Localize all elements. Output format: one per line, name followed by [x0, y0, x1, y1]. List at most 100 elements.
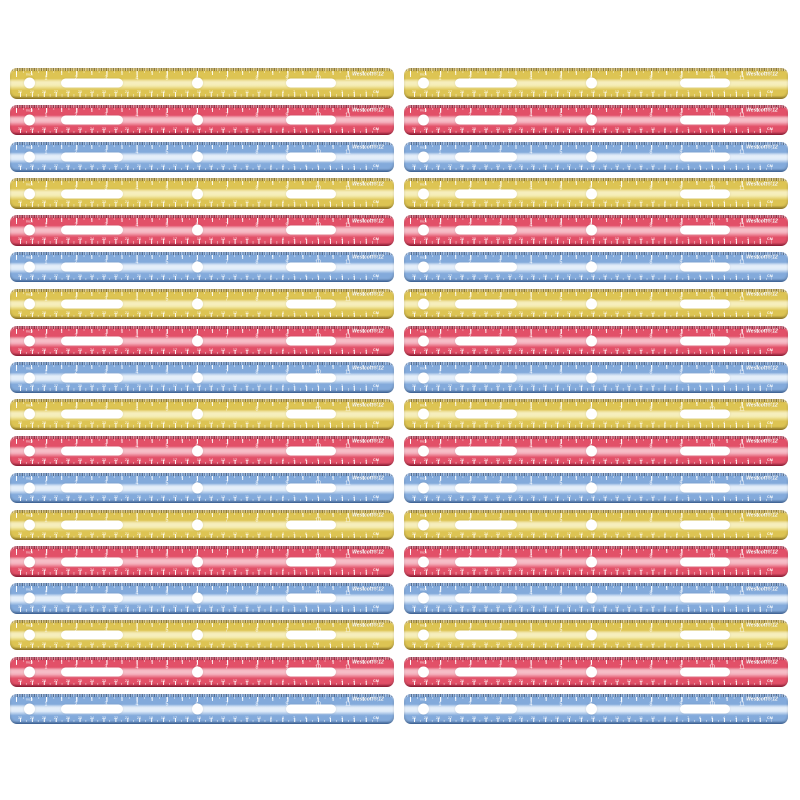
inch-unit-label: inch [420, 513, 427, 518]
inch-number: 1 [438, 75, 442, 82]
inch-number: 11 [345, 296, 351, 302]
inch-unit-label: inch [26, 697, 33, 702]
cm-unit-label: CM [373, 274, 379, 278]
left-binder-slot [455, 152, 517, 162]
inch-number: 7 [619, 75, 623, 82]
inch-number: 8 [255, 333, 259, 339]
left-hanging-hole [23, 519, 35, 531]
inch-number: 8 [255, 75, 259, 82]
left-hanging-hole [23, 151, 35, 163]
center-hanging-hole [586, 592, 597, 604]
inch-number: 1 [44, 112, 48, 118]
serrated-top-edge [404, 362, 788, 366]
left-hanging-hole [417, 188, 429, 200]
inch-number: 1 [44, 149, 48, 155]
inch-number: 7 [225, 222, 229, 229]
inch-number: 8 [255, 664, 259, 670]
cm-unit-label: CM [767, 716, 773, 720]
left-binder-slot [455, 262, 517, 272]
left-binder-slot [455, 667, 517, 677]
serrated-top-edge [404, 141, 788, 145]
inch-unit-label: inch [26, 292, 33, 298]
serrated-top-edge [10, 288, 394, 292]
inch-number: 1 [44, 480, 48, 486]
right-binder-slot [680, 189, 730, 199]
center-hanging-hole [192, 482, 203, 494]
ruler-red: 1234567891011 inch Westcott® 12 30292827… [10, 435, 394, 467]
cm-unit-label: CM [767, 164, 773, 168]
inch-number: 11 [739, 664, 745, 670]
inch-unit-label: inch [26, 513, 33, 518]
inch-number: 11 [345, 553, 351, 560]
inch-tick-marks [16, 586, 378, 592]
inch-number: 5 [559, 590, 563, 597]
inch-number: 5 [165, 406, 169, 413]
inch-number: 4 [529, 75, 533, 82]
ruler-blue: 1234567891011 inch Westcott® 12 30292827… [404, 362, 788, 393]
serrated-top-edge [404, 104, 788, 108]
cm-unit-label: CM [767, 274, 773, 278]
center-hanging-hole [192, 629, 203, 641]
center-hanging-hole [192, 114, 203, 126]
cm-tick-marks [414, 717, 772, 723]
left-hanging-hole [417, 519, 429, 531]
inch-tick-marks [410, 328, 772, 335]
inch-number: 4 [529, 443, 533, 450]
inch-number: 8 [255, 112, 259, 118]
inch-number: 7 [619, 517, 623, 523]
cm-unit-label: CM [767, 348, 773, 352]
ruler-blue: 1234567891011 inch Westcott® 12 30292827… [10, 362, 394, 393]
inch-unit-label: inch [420, 256, 427, 261]
inch-number: 7 [619, 185, 623, 192]
brand-text: Westcott® 12 [746, 696, 778, 703]
inch-number: 4 [135, 296, 139, 302]
serrated-top-edge [404, 509, 788, 513]
inch-unit-label: inch [420, 72, 427, 77]
inch-number: 11 [345, 443, 351, 450]
center-hanging-hole [586, 556, 597, 568]
inch-number: 11 [739, 480, 745, 486]
right-binder-slot [286, 704, 336, 714]
cm-tick-marks [414, 570, 772, 575]
cm-unit-label: CM [373, 164, 379, 168]
serrated-top-edge [10, 68, 394, 71]
inch-number: 4 [135, 480, 139, 486]
inch-number: 4 [529, 664, 533, 670]
inch-tick-marks [16, 328, 378, 335]
left-hanging-hole [23, 666, 35, 678]
cm-tick-marks [414, 165, 772, 171]
inch-number: 11 [739, 369, 745, 376]
ruler-red: 1234567891011 inch Westcott® 12 30292827… [404, 546, 788, 577]
serrated-top-edge [10, 583, 394, 587]
cm-unit-label: CM [767, 90, 773, 94]
serrated-top-edge [404, 178, 788, 182]
inch-number: 11 [739, 590, 745, 597]
right-binder-slot [680, 557, 730, 567]
right-binder-slot [680, 409, 730, 419]
inch-number: 1 [44, 517, 48, 523]
cm-tick-marks [414, 680, 772, 686]
inch-number: 4 [529, 185, 533, 192]
serrated-top-edge [10, 619, 394, 623]
serrated-top-edge [10, 656, 394, 660]
cm-unit-label: CM [373, 421, 379, 425]
brand-text: Westcott® 12 [746, 328, 778, 335]
ruler-yellow: 1234567891011 inch Westcott® 12 30292827… [10, 178, 394, 209]
left-binder-slot [455, 593, 517, 603]
inch-unit-label: inch [26, 624, 33, 629]
inch-number: 11 [345, 259, 351, 266]
right-binder-slot [286, 667, 336, 677]
inch-unit-label: inch [26, 403, 33, 408]
inch-number: 1 [44, 369, 48, 376]
cm-tick-marks [20, 239, 378, 244]
inch-number: 8 [255, 222, 259, 229]
inch-number: 1 [438, 517, 442, 523]
inch-number: 1 [438, 480, 442, 486]
inch-number: 8 [255, 296, 259, 302]
inch-number: 8 [649, 664, 653, 670]
left-binder-slot [455, 115, 517, 125]
inch-number: 11 [345, 590, 351, 597]
ruler-yellow: 1234567891011 inch Westcott® 12 30292827… [404, 288, 788, 320]
inch-number: 5 [559, 259, 563, 266]
inch-number: 4 [135, 222, 139, 229]
